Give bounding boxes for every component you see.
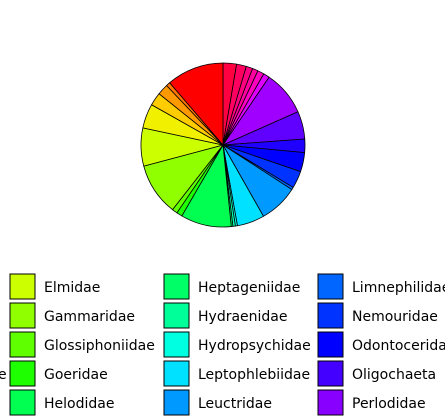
legend-label-8: Leptophlebiidae	[198, 367, 310, 383]
legend-label-4: Helodidae	[44, 396, 114, 412]
legend-label-5: Heptageniidae	[198, 280, 300, 296]
legend-swatch-5	[163, 273, 190, 300]
legend-label-12: Odontoceridae	[352, 338, 445, 354]
pie-group	[140, 62, 306, 228]
legend-label-13: Oligochaeta	[352, 367, 436, 383]
legend-label-10: Limnephilidae	[352, 280, 445, 296]
legend-cut-off-label: e	[0, 367, 7, 383]
legend-swatch-2	[9, 331, 36, 358]
legend-swatch-13	[317, 360, 344, 387]
legend-swatch-12	[317, 331, 344, 358]
legend-swatch-3	[9, 360, 36, 387]
legend-swatch-14	[317, 389, 344, 416]
pie-slice-26	[169, 62, 224, 146]
legend-label-14: Perlodidae	[352, 396, 426, 412]
legend-label-3: Goeridae	[44, 367, 108, 383]
legend-label-11: Nemouridae	[352, 309, 438, 325]
legend-label-2: Glossiphoniidae	[44, 338, 155, 354]
legend-swatch-4	[9, 389, 36, 416]
legend-swatch-0	[9, 273, 36, 300]
legend-swatch-6	[163, 302, 190, 329]
legend-label-7: Hydropsychidae	[198, 338, 311, 354]
legend-swatch-10	[317, 273, 344, 300]
legend-swatch-8	[163, 360, 190, 387]
legend-label-1: Gammaridae	[44, 309, 135, 325]
legend-label-0: Elmidae	[44, 280, 100, 296]
legend-label-6: Hydraenidae	[198, 309, 288, 325]
legend-swatch-7	[163, 331, 190, 358]
legend-label-9: Leuctridae	[198, 396, 272, 412]
legend-swatch-9	[163, 389, 190, 416]
legend-swatch-1	[9, 302, 36, 329]
legend-swatch-11	[317, 302, 344, 329]
legend: Elmidae Gammaridae Glossiphoniidae Goeridae…	[9, 273, 445, 416]
